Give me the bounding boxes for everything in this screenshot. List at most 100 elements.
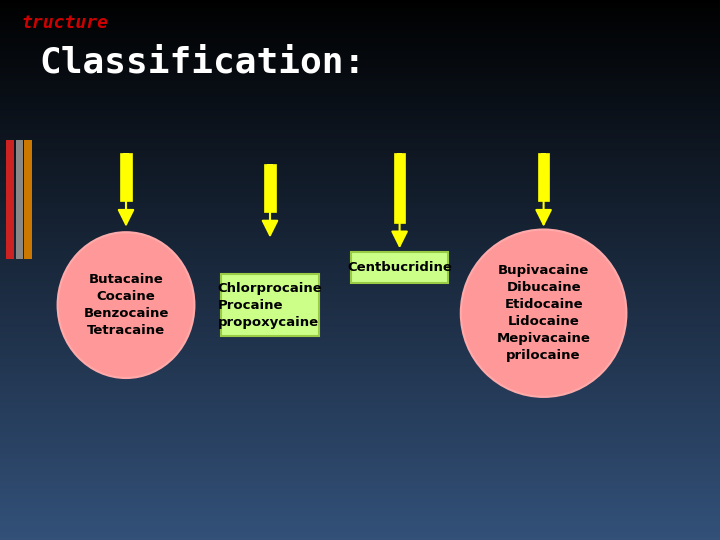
Bar [0,383,720,386]
Bar [0,86,720,89]
Bar [0,135,720,138]
Bar [0,30,720,32]
Bar [0,46,720,49]
Bar [0,265,720,267]
Bar [0,443,720,445]
Bar [0,40,720,43]
Bar [0,148,720,151]
Ellipse shape [461,230,626,397]
Bar [0,278,720,281]
Bar [0,248,720,251]
Bar [0,526,720,529]
Bar [0,284,720,286]
Bar [264,164,276,212]
Bar [0,213,720,216]
Bar [0,0,720,3]
Bar [0,103,720,105]
Bar [0,475,720,478]
Bar [0,324,720,327]
Text: Centbucridine: Centbucridine [347,261,452,274]
Bar [0,389,720,392]
Bar [397,153,402,223]
Bar [0,49,720,51]
Bar [0,27,720,30]
Bar [0,62,720,65]
Bar [0,167,720,170]
Bar [0,294,720,297]
Bar [0,329,720,332]
Bar [0,221,720,224]
Bar [351,252,448,283]
Bar [0,273,720,275]
Bar [0,400,720,402]
Bar [0,22,720,24]
Bar [0,238,720,240]
Bar [0,427,720,429]
Bar [0,483,720,486]
Bar [0,16,720,19]
Bar [0,256,720,259]
Bar [0,459,720,462]
Bar [0,130,720,132]
Bar [0,113,720,116]
Bar [0,159,720,162]
Bar [0,451,720,454]
Bar [0,111,720,113]
Bar [0,316,720,319]
Bar [0,119,720,122]
Bar [0,478,720,481]
Bar [0,481,720,483]
Bar [0,418,720,421]
Bar [0,300,720,302]
Bar [0,38,720,40]
Bar [0,246,720,248]
Bar [0,359,720,362]
Bar [0,338,720,340]
Bar [0,394,720,397]
Bar [0,181,720,184]
Bar [0,14,720,16]
Bar [6,140,14,259]
Bar [0,54,720,57]
Bar [0,73,720,76]
Bar [0,176,720,178]
Text: Bupivacaine
Dibucaine
Etidocaine
Lidocaine
Mepivacaine
prilocaine: Bupivacaine Dibucaine Etidocaine Lidocai… [497,264,590,362]
Bar [0,94,720,97]
Bar [0,70,720,73]
Bar [0,319,720,321]
Bar [0,275,720,278]
Bar [0,521,720,524]
Bar [0,232,720,235]
Bar [0,416,720,418]
Bar [0,351,720,354]
Bar [0,454,720,456]
Bar [0,227,720,229]
Bar [0,494,720,497]
Bar [0,108,720,111]
Bar [0,437,720,440]
Bar [0,327,720,329]
Bar [0,362,720,364]
Bar [0,105,720,108]
Bar [0,127,720,130]
Bar [0,65,720,68]
Bar [0,500,720,502]
Bar [0,267,720,270]
Bar [0,192,720,194]
Bar [0,5,720,8]
Bar [0,216,720,219]
Bar [0,348,720,351]
Bar [0,313,720,316]
Bar [0,472,720,475]
Bar [0,122,720,124]
Bar [0,24,720,27]
Bar [0,529,720,532]
Bar [16,140,23,259]
Bar [541,153,546,201]
Bar [0,486,720,489]
Bar [0,205,720,208]
Bar [0,462,720,464]
Bar [0,297,720,300]
Bar [0,446,720,448]
Bar [0,240,720,243]
